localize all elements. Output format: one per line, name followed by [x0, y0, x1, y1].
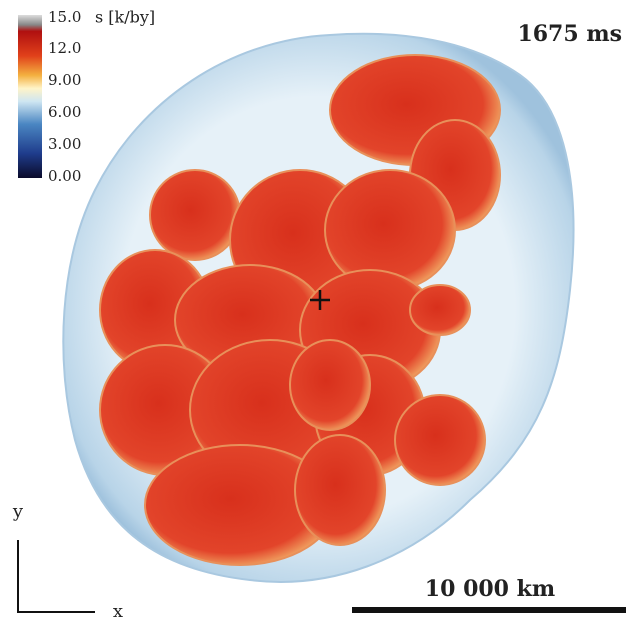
- colorbar: [18, 15, 42, 178]
- time-label: 1675 ms: [517, 21, 622, 47]
- scale-bar-label: 10 000 km: [425, 576, 555, 602]
- colorbar-tick-label: 9.00: [48, 71, 81, 89]
- render: [63, 34, 573, 582]
- colorbar-tick-label: 3.00: [48, 135, 81, 153]
- colorbar-ticks: 15.0 12.0 9.00 6.00 3.00 0.00: [48, 8, 81, 185]
- figure: s [k/by] 15.0 12.0 9.00 6.00 3.00 0.00 1675 m…: [0, 0, 634, 623]
- colorbar-tick-label: 15.0: [48, 8, 81, 26]
- colorbar-tick-label: 6.00: [48, 103, 81, 121]
- axes-indicator: [18, 540, 95, 612]
- colorbar-tick-label: 0.00: [48, 167, 81, 185]
- colorbar-label: s [k/by]: [95, 8, 155, 27]
- colorbar-tick-label: 12.0: [48, 39, 81, 57]
- x-axis-label: x: [113, 601, 123, 622]
- y-axis-label: y: [12, 501, 24, 522]
